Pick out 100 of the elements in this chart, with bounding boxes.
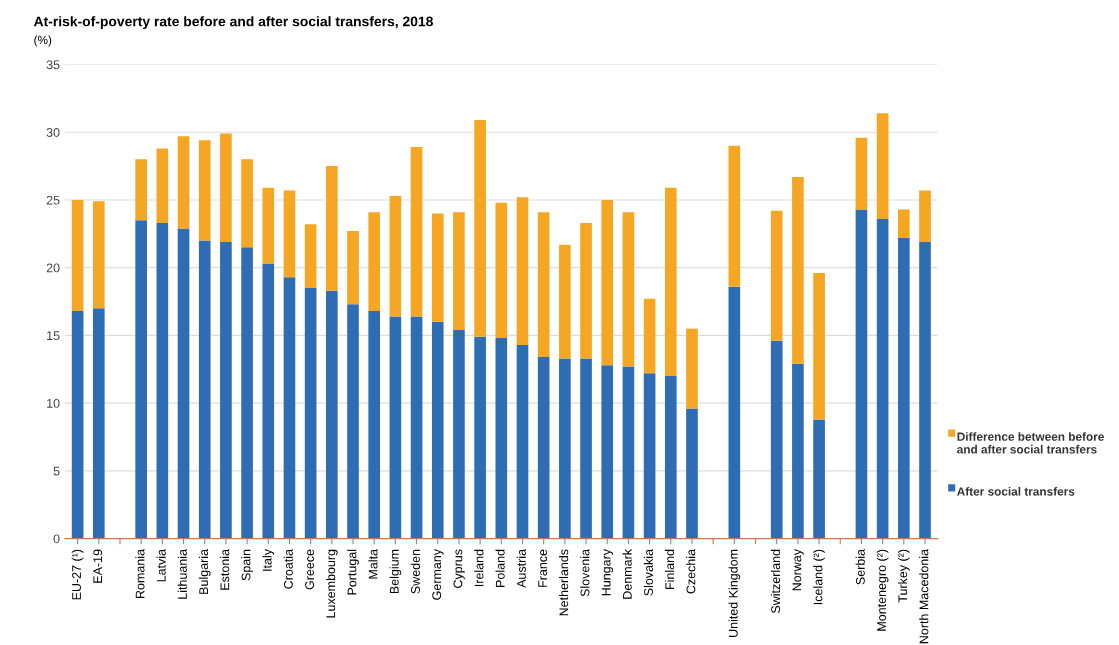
bar xyxy=(855,137,868,210)
bar xyxy=(686,328,698,409)
bar xyxy=(770,340,783,539)
x-tick-label: Sweden xyxy=(410,549,420,594)
bar xyxy=(410,316,423,539)
bar xyxy=(220,241,232,539)
x-tick-label: EU-27 (¹) xyxy=(71,549,84,600)
y-tick-label: 0 xyxy=(53,534,60,544)
x-tick-label: Serbia xyxy=(855,548,865,585)
bar xyxy=(898,237,910,539)
x-tick-label: Portugal xyxy=(347,549,359,595)
legend-label: Difference between before and after social transfers xyxy=(957,432,1104,454)
bar xyxy=(156,148,169,223)
x-tick-label: Italy xyxy=(262,549,275,571)
bar xyxy=(622,212,635,367)
bar xyxy=(601,365,614,539)
y-tick-label: 10 xyxy=(47,398,60,408)
bar xyxy=(304,287,317,539)
x-tick-label: Finland xyxy=(664,549,675,589)
bar xyxy=(326,290,338,539)
bar xyxy=(495,202,508,339)
bar xyxy=(559,358,571,539)
y-tick-label: 20 xyxy=(46,263,60,273)
x-tick-label: United Kingdom xyxy=(728,549,741,637)
bar xyxy=(686,408,698,539)
bar xyxy=(241,159,253,248)
x-tick-label: Croatia xyxy=(283,548,293,589)
bar xyxy=(876,113,889,219)
x-tick-label: Estonia xyxy=(220,548,230,590)
bar xyxy=(389,316,402,539)
bar xyxy=(71,199,84,312)
x-tick-label: Poland xyxy=(495,549,505,587)
bar xyxy=(347,231,359,305)
bar xyxy=(431,213,444,322)
bar xyxy=(474,336,486,539)
x-tick-label: Austria xyxy=(516,548,526,588)
bar xyxy=(770,210,783,341)
bar xyxy=(643,373,656,539)
bar xyxy=(876,218,889,539)
bar xyxy=(855,209,868,539)
x-tick-label: Ireland xyxy=(474,549,484,587)
bar xyxy=(919,190,931,242)
bar xyxy=(559,244,571,359)
bar xyxy=(453,329,465,539)
bar xyxy=(516,344,529,539)
x-tick-label: Switzerland xyxy=(770,549,781,614)
bar xyxy=(622,366,635,539)
bar xyxy=(431,321,444,539)
bar xyxy=(537,212,550,358)
x-tick-label: Turkey (²) xyxy=(898,549,910,603)
bar xyxy=(92,201,105,309)
bar xyxy=(516,197,529,345)
x-tick-label: Slovakia xyxy=(643,548,653,596)
bar xyxy=(177,228,190,539)
y-tick-label: 25 xyxy=(46,195,60,205)
y-tick-label: 35 xyxy=(46,60,60,70)
bar xyxy=(326,166,338,291)
chart-title: At-risk-of-poverty rate before and after social transfers, 2018 xyxy=(33,16,433,30)
bar xyxy=(495,338,508,539)
y-tick-label: 5 xyxy=(53,466,60,476)
bar xyxy=(198,140,211,241)
bar xyxy=(220,133,232,242)
bar xyxy=(792,363,804,539)
x-tick-label: Greece xyxy=(305,549,314,590)
legend-label: After social transfers xyxy=(957,486,1075,496)
bar xyxy=(643,298,656,374)
x-tick-label: Romania xyxy=(135,548,145,598)
y-tick-label: 15 xyxy=(47,331,60,341)
bar xyxy=(474,120,486,337)
x-tick-label: Lithuania xyxy=(177,548,187,599)
x-tick-label: Belgium xyxy=(389,549,402,594)
x-tick-label: EA-19 xyxy=(93,549,103,583)
bar xyxy=(135,159,147,221)
bar xyxy=(537,357,550,539)
x-tick-label: Montenegro (²) xyxy=(876,549,889,631)
bar xyxy=(919,241,931,539)
bar xyxy=(347,304,359,539)
bar xyxy=(792,176,804,364)
x-tick-label: Czechia xyxy=(686,548,696,594)
bar xyxy=(728,286,741,539)
x-tick-label: Netherlands xyxy=(559,549,569,616)
x-tick-label: Bulgaria xyxy=(198,548,211,594)
x-tick-label: Norway xyxy=(792,549,804,591)
bar xyxy=(813,419,825,539)
bar xyxy=(580,358,592,539)
bar xyxy=(92,308,105,539)
y-tick-label: 30 xyxy=(46,128,60,137)
bar xyxy=(368,311,381,539)
bar xyxy=(580,222,592,359)
bar xyxy=(304,224,317,288)
bar xyxy=(453,212,465,330)
bar xyxy=(283,277,296,539)
x-tick-label: Denmark xyxy=(622,548,632,599)
y-axis-title: (%) xyxy=(34,35,52,47)
bar xyxy=(410,147,423,317)
x-tick-label: Cyprus xyxy=(453,549,465,588)
bar xyxy=(664,376,677,539)
x-tick-label: Malta xyxy=(368,548,378,579)
bar xyxy=(389,195,402,317)
x-tick-label: Slovenia xyxy=(580,548,590,597)
